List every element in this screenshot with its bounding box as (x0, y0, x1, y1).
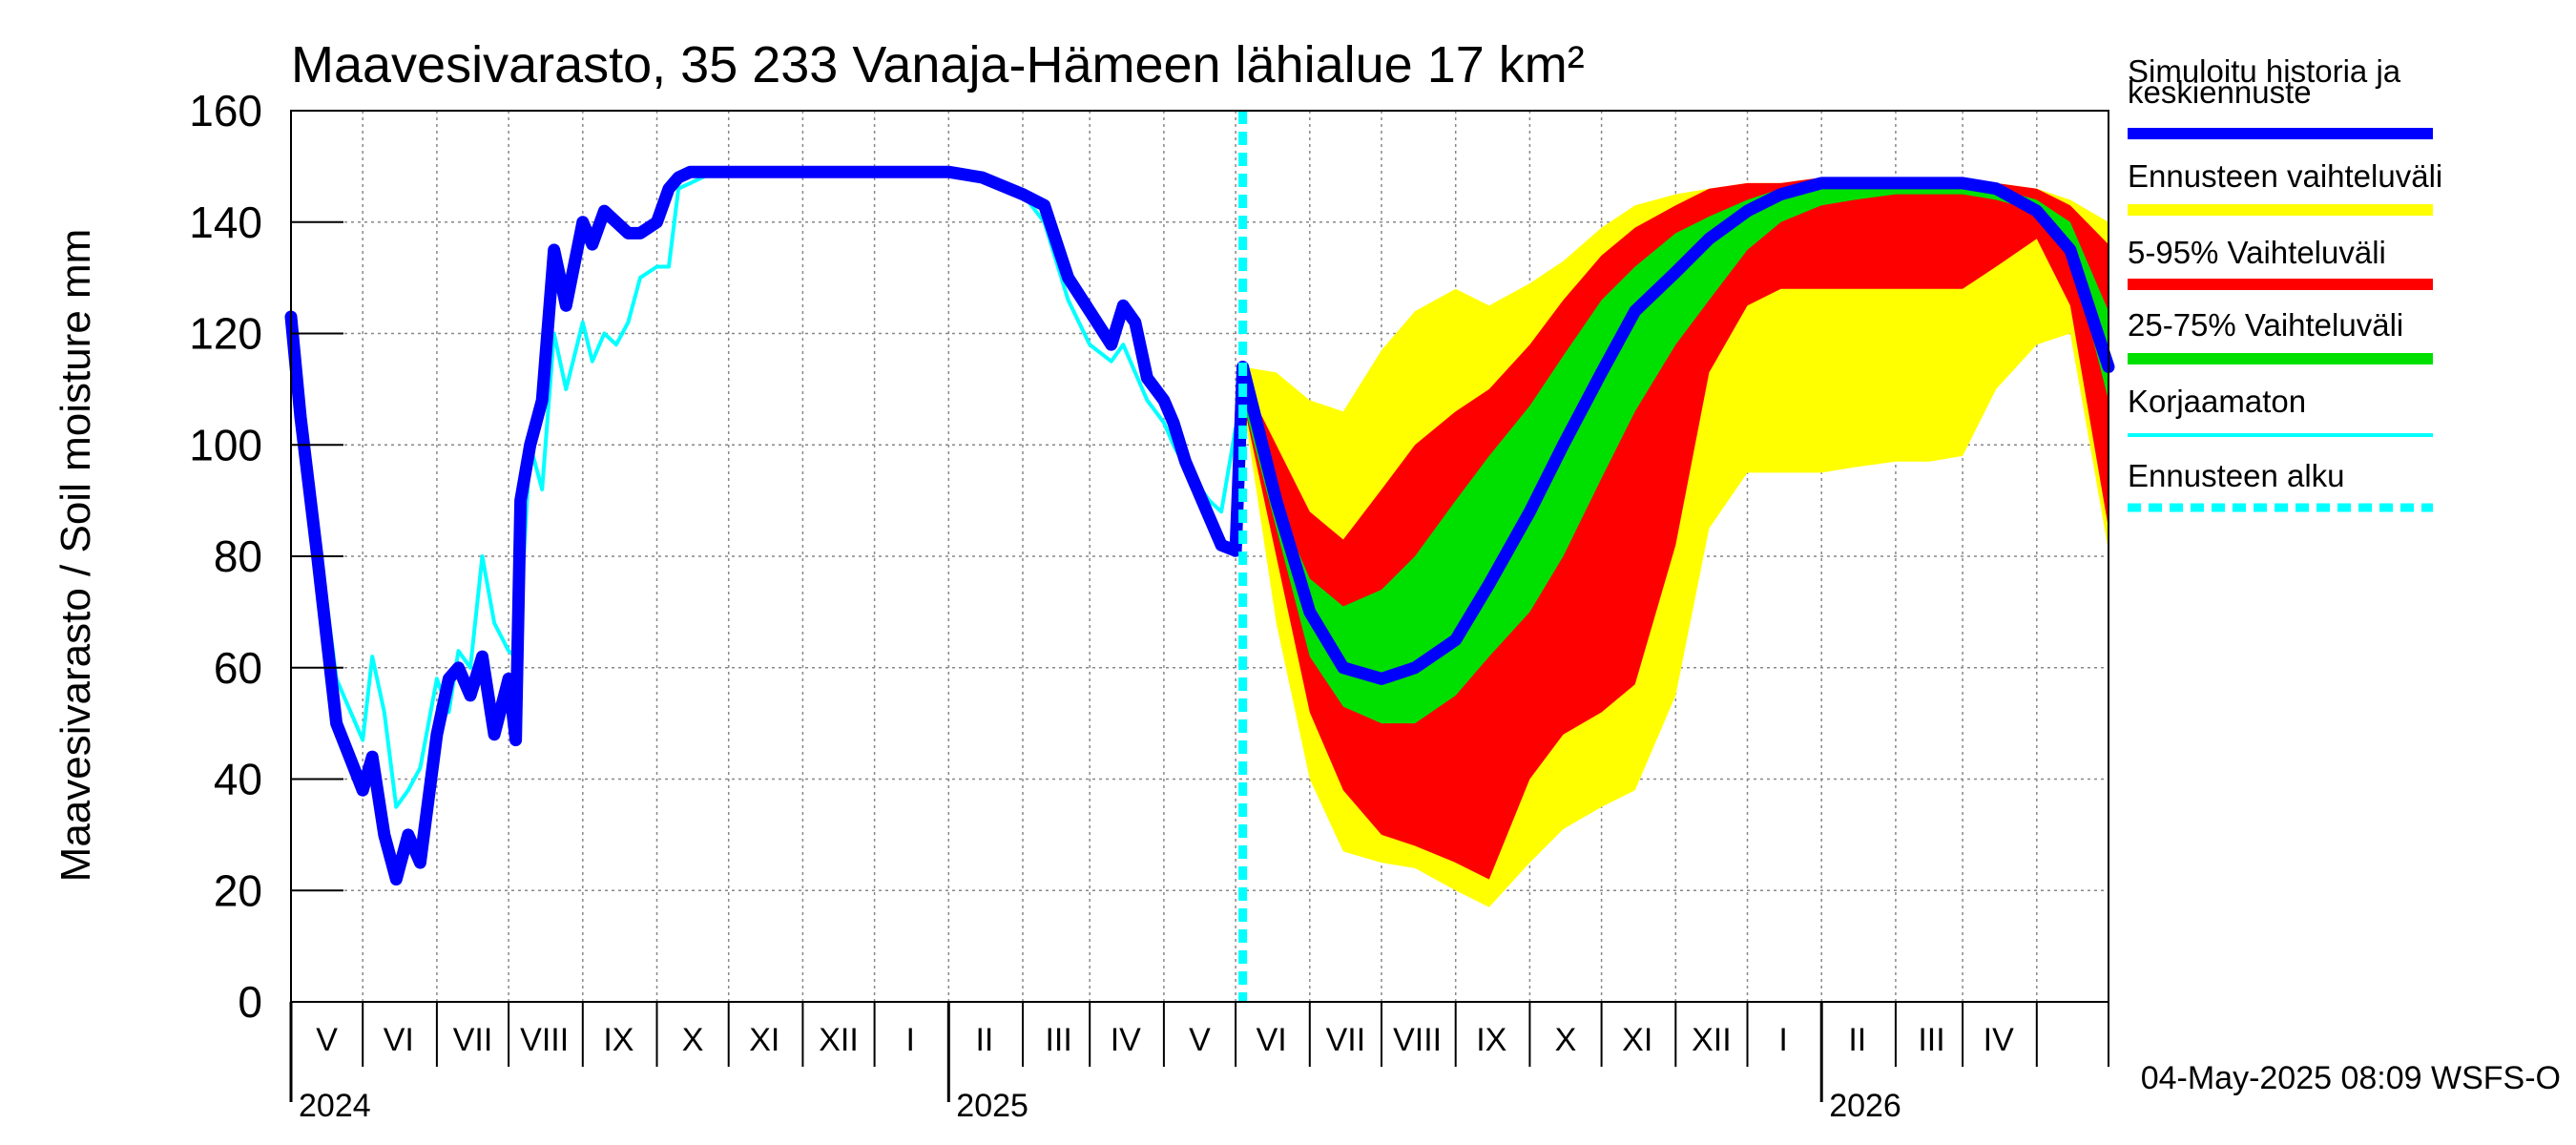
year-label: 2024 (299, 1088, 371, 1124)
month-label: XI (1622, 1022, 1652, 1058)
y-tick-label: 60 (214, 643, 262, 693)
band-5-95-vaihteluv-li (1242, 177, 2109, 880)
month-label: IV (1111, 1022, 1141, 1058)
legend-label: Ennusteen alku (2128, 458, 2345, 493)
month-label: V (1189, 1022, 1211, 1058)
month-label: X (682, 1022, 704, 1058)
series-lines (284, 111, 2115, 1002)
y-tick-label: 0 (238, 977, 262, 1027)
month-label: VII (1326, 1022, 1366, 1058)
month-label: III (1045, 1022, 1071, 1058)
legend-label: Korjaamaton (2128, 384, 2306, 419)
y-tick-label: 120 (189, 309, 262, 359)
month-label: III (1918, 1022, 1944, 1058)
series-line-simulated-mean (284, 165, 2115, 886)
chart-title: Maavesivarasto, 35 233 Vanaja-Hämeen läh… (291, 36, 1585, 94)
y-tick-label: 40 (214, 755, 262, 804)
plot-frame (290, 110, 2109, 1003)
legend-label: keskiennuste (2128, 74, 2312, 110)
month-label: VI (384, 1022, 414, 1058)
month-label: V (316, 1022, 338, 1058)
legend-label: Ennusteen vaihteluväli (2128, 158, 2442, 194)
forecast-bands (1242, 177, 2109, 907)
month-label: XII (819, 1022, 859, 1058)
month-label: VI (1257, 1022, 1287, 1058)
month-label: VII (453, 1022, 493, 1058)
month-label: II (975, 1022, 993, 1058)
month-label: IV (1984, 1022, 2014, 1058)
month-label: X (1555, 1022, 1577, 1058)
legend-label: 5-95% Vaihteluväli (2128, 235, 2386, 270)
y-tick-label: 160 (189, 86, 262, 135)
year-label: 2025 (956, 1088, 1028, 1124)
timestamp-footer: 04-May-2025 08:09 WSFS-O (2141, 1060, 2561, 1096)
y-tick-label: 140 (189, 198, 262, 247)
y-axis-label: Maavesivarasto / Soil moisture mm (52, 229, 99, 883)
y-tick-label: 80 (214, 531, 262, 581)
month-label: II (1848, 1022, 1866, 1058)
month-label: IX (1476, 1022, 1506, 1058)
y-tick-label: 20 (214, 865, 262, 915)
month-label: VIII (1393, 1022, 1442, 1058)
band-25-75-vaihteluv-li (1242, 182, 2109, 724)
year-label: 2026 (1829, 1088, 1901, 1124)
legend-label: Simuloitu historia ja (2128, 53, 2401, 89)
legend-label: 25-75% Vaihteluväli (2128, 307, 2403, 343)
month-label: XI (749, 1022, 779, 1058)
month-label: I (905, 1022, 914, 1058)
month-label: XII (1692, 1022, 1732, 1058)
month-label: IX (603, 1022, 634, 1058)
series-line-uncorrected (289, 170, 1245, 809)
month-label: I (1778, 1022, 1787, 1058)
month-label: VIII (520, 1022, 569, 1058)
y-tick-label: 100 (189, 420, 262, 469)
